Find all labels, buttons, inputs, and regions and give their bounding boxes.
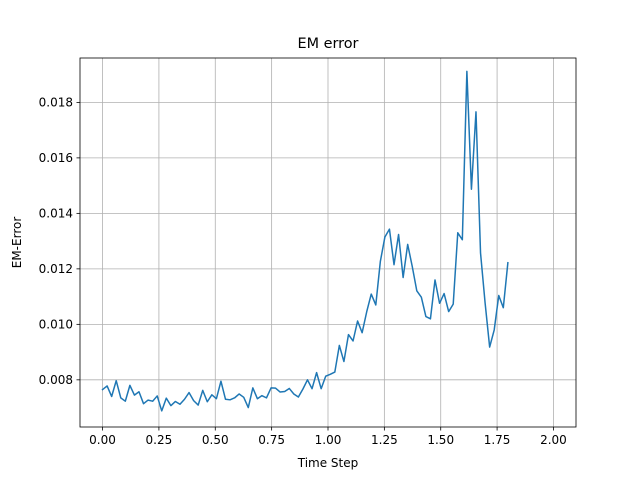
y-tick-label: 0.014: [39, 207, 73, 221]
axis-ticks: 0.00 0.25 0.50 0.75 1.00 1.25 1.50 1.75 2.00 0.00…: [39, 96, 567, 447]
x-tick-label: 0.75: [258, 433, 285, 447]
y-tick-label: 0.012: [39, 262, 73, 276]
y-tick-label: 0.016: [39, 151, 73, 165]
x-tick-label: 0.50: [202, 433, 229, 447]
y-tick-label: 0.010: [39, 318, 73, 332]
chart-title: EM error: [298, 36, 359, 52]
y-tick-label: 0.008: [39, 373, 73, 387]
y-tick-label: 0.018: [39, 96, 73, 110]
series-line: [101, 70, 509, 412]
x-tick-label: 1.25: [371, 433, 398, 447]
x-tick-label: 1.75: [484, 433, 511, 447]
y-axis-label: EM-Error: [10, 217, 24, 269]
plot-frame: [79, 57, 577, 428]
x-axis-label: Time Step: [297, 456, 359, 470]
x-tick-label: 2.00: [540, 433, 567, 447]
x-tick-label: 1.00: [315, 433, 342, 447]
x-tick-label: 0.25: [146, 433, 173, 447]
x-tick-label: 0.00: [89, 433, 116, 447]
x-tick-label: 1.50: [427, 433, 454, 447]
gridlines: [80, 58, 576, 427]
